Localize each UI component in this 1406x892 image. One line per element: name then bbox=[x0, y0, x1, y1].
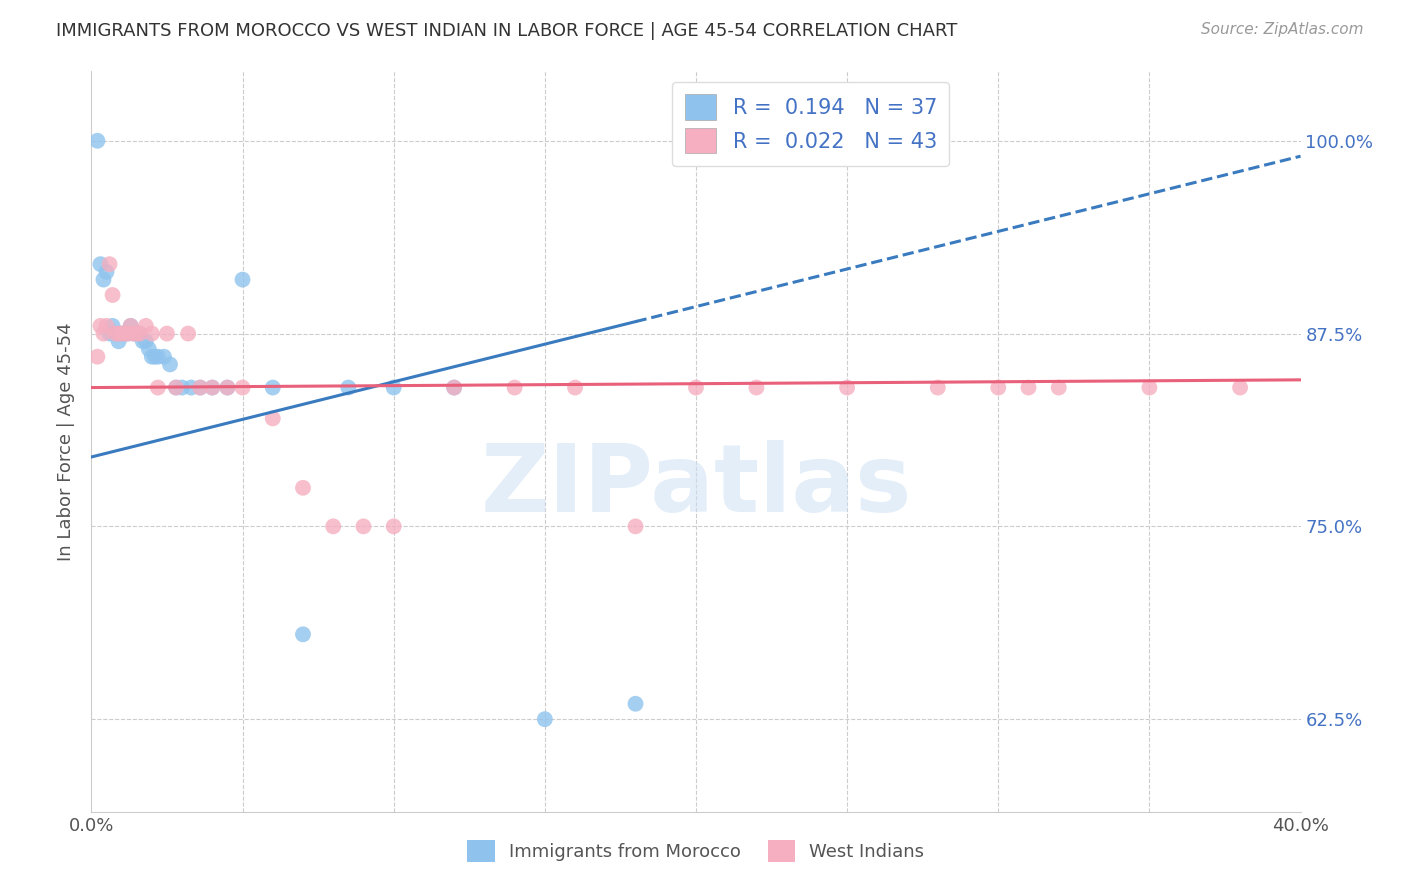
Point bbox=[135, 334, 157, 349]
Point bbox=[111, 326, 132, 341]
Point bbox=[337, 380, 360, 394]
Point bbox=[382, 519, 405, 533]
Point bbox=[624, 519, 647, 533]
Point bbox=[98, 326, 121, 341]
Point bbox=[101, 318, 124, 333]
Point bbox=[114, 326, 136, 341]
Point bbox=[231, 380, 253, 394]
Point bbox=[201, 380, 224, 394]
Point bbox=[262, 380, 284, 394]
Point bbox=[96, 265, 118, 279]
Point bbox=[128, 326, 150, 341]
Point bbox=[217, 380, 239, 394]
Point bbox=[172, 380, 194, 394]
Point bbox=[153, 350, 176, 364]
Point bbox=[98, 257, 121, 271]
Point bbox=[107, 334, 129, 349]
Point bbox=[111, 326, 132, 341]
Point bbox=[1047, 380, 1070, 394]
Point bbox=[125, 326, 148, 341]
Point bbox=[125, 326, 148, 341]
Text: Source: ZipAtlas.com: Source: ZipAtlas.com bbox=[1201, 22, 1364, 37]
Point bbox=[382, 380, 405, 394]
Point bbox=[122, 326, 145, 341]
Point bbox=[86, 134, 108, 148]
Point bbox=[128, 326, 150, 341]
Point bbox=[135, 318, 157, 333]
Point bbox=[89, 257, 111, 271]
Point bbox=[292, 627, 315, 641]
Point bbox=[93, 326, 115, 341]
Y-axis label: In Labor Force | Age 45-54: In Labor Force | Age 45-54 bbox=[58, 322, 76, 561]
Point bbox=[101, 288, 124, 302]
Point bbox=[143, 350, 166, 364]
Point bbox=[231, 272, 253, 286]
Point bbox=[927, 380, 949, 394]
Point bbox=[188, 380, 211, 394]
Point bbox=[685, 380, 707, 394]
Point bbox=[122, 326, 145, 341]
Point bbox=[292, 481, 315, 495]
Point bbox=[1229, 380, 1251, 394]
Point bbox=[107, 326, 129, 341]
Point bbox=[188, 380, 211, 394]
Point bbox=[165, 380, 187, 394]
Point bbox=[114, 326, 136, 341]
Point bbox=[120, 318, 142, 333]
Point bbox=[146, 380, 169, 394]
Point bbox=[146, 350, 169, 364]
Point bbox=[132, 334, 155, 349]
Point bbox=[180, 380, 202, 394]
Point bbox=[624, 697, 647, 711]
Point bbox=[503, 380, 526, 394]
Point bbox=[745, 380, 768, 394]
Point bbox=[141, 350, 163, 364]
Text: ZIPatlas: ZIPatlas bbox=[481, 440, 911, 532]
Point bbox=[117, 326, 139, 341]
Point bbox=[177, 326, 200, 341]
Point bbox=[156, 326, 179, 341]
Point bbox=[104, 326, 127, 341]
Point bbox=[835, 380, 858, 394]
Point bbox=[262, 411, 284, 425]
Point bbox=[93, 272, 115, 286]
Point bbox=[1139, 380, 1161, 394]
Point bbox=[1018, 380, 1040, 394]
Point bbox=[86, 350, 108, 364]
Point bbox=[138, 342, 160, 356]
Point bbox=[96, 318, 118, 333]
Text: IMMIGRANTS FROM MOROCCO VS WEST INDIAN IN LABOR FORCE | AGE 45-54 CORRELATION CH: IMMIGRANTS FROM MOROCCO VS WEST INDIAN I… bbox=[56, 22, 957, 40]
Point bbox=[533, 712, 555, 726]
Point bbox=[322, 519, 344, 533]
Point bbox=[564, 380, 586, 394]
Point bbox=[104, 326, 127, 341]
Point bbox=[117, 326, 139, 341]
Point bbox=[987, 380, 1010, 394]
Point bbox=[443, 380, 465, 394]
Point bbox=[159, 358, 181, 372]
Point bbox=[141, 326, 163, 341]
Point bbox=[120, 318, 142, 333]
Point bbox=[443, 380, 465, 394]
Point bbox=[89, 318, 111, 333]
Point bbox=[352, 519, 374, 533]
Point bbox=[165, 380, 187, 394]
Point bbox=[217, 380, 239, 394]
Point bbox=[201, 380, 224, 394]
Legend: Immigrants from Morocco, West Indians: Immigrants from Morocco, West Indians bbox=[460, 833, 932, 870]
